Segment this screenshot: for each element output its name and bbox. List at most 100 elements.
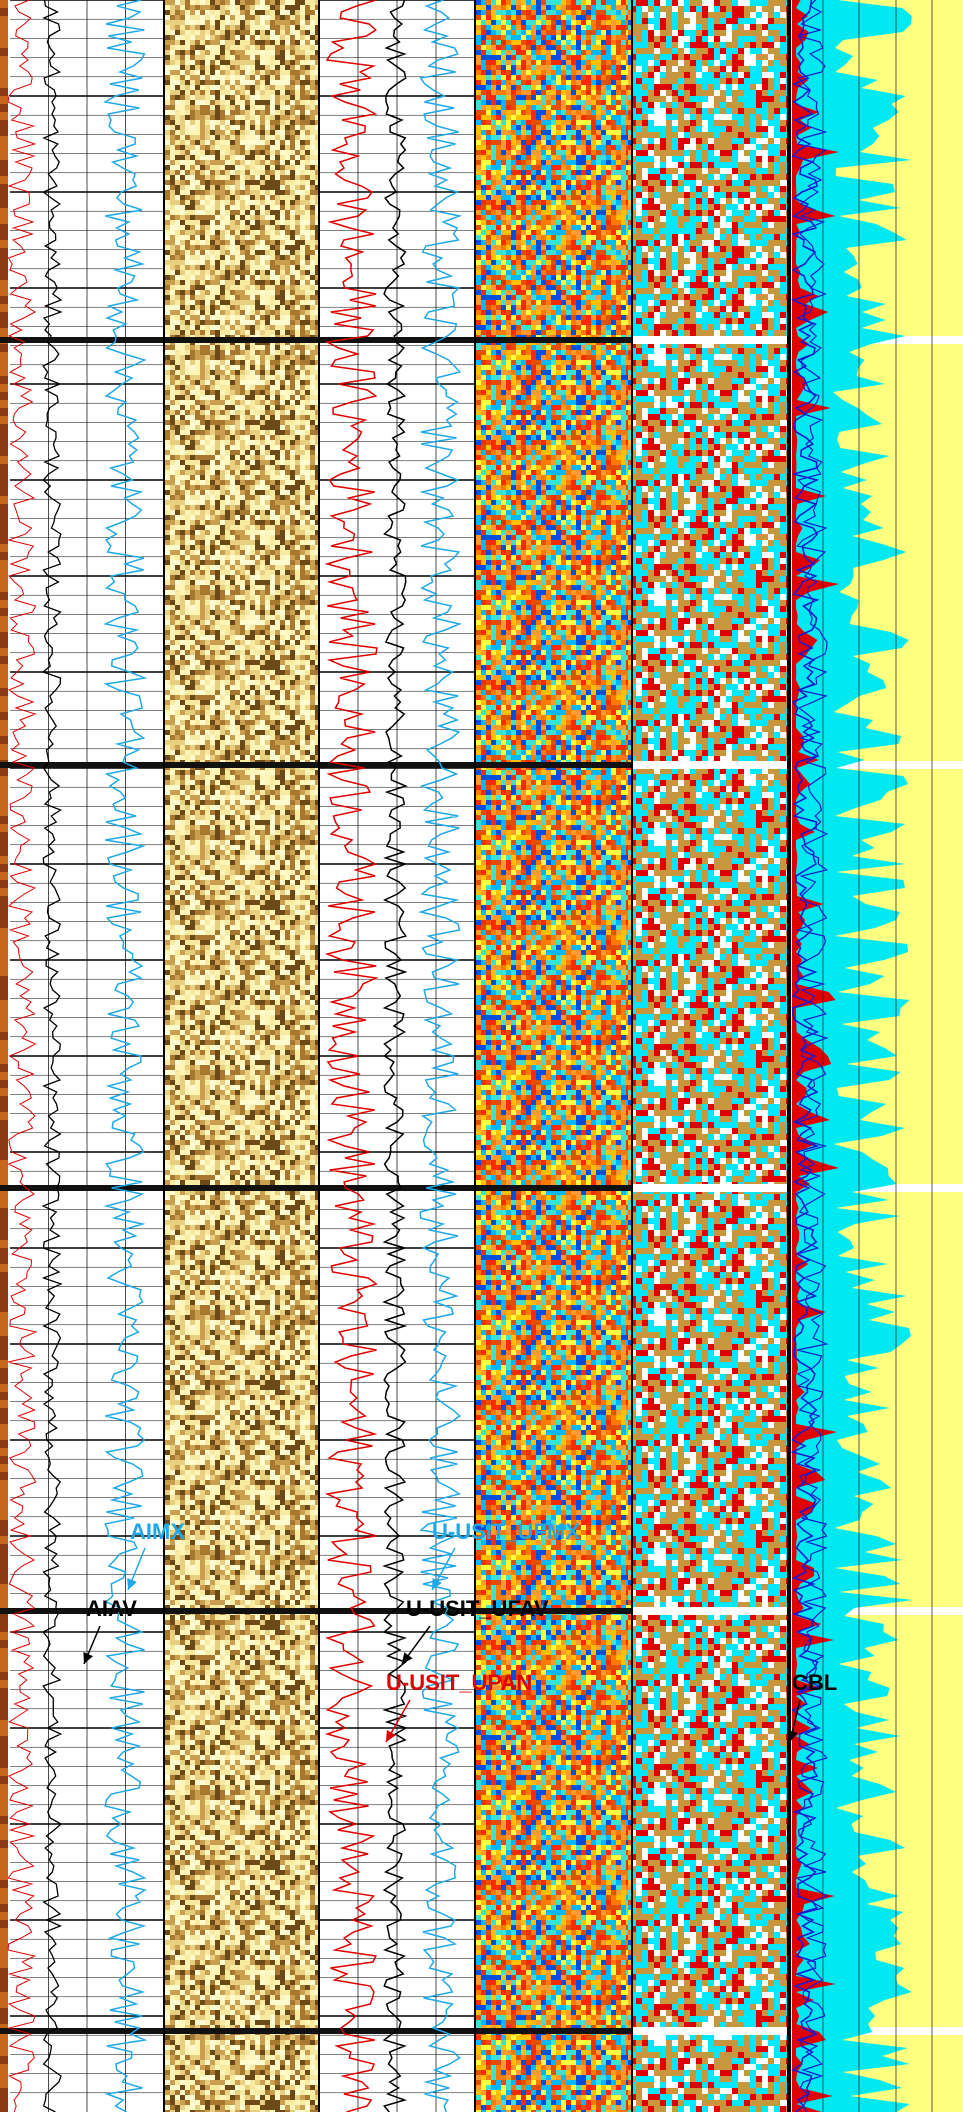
strip-cell: [0, 776, 8, 784]
strip-cell: [0, 2096, 8, 2104]
strip-cell: [0, 1368, 8, 1376]
strip-cell: [0, 1592, 8, 1600]
strip-cell: [0, 1600, 8, 1608]
strip-cell: [0, 2064, 8, 2072]
strip-cell: [0, 1104, 8, 1112]
strip-cell: [0, 160, 8, 168]
strip-cell: [0, 1560, 8, 1568]
curve-label: U-USIT_UFMX: [432, 1519, 580, 1544]
strip-cell: [0, 984, 8, 992]
strip-cell: [0, 1120, 8, 1128]
strip-cell: [0, 1584, 8, 1592]
strip-cell: [0, 1424, 8, 1432]
strip-cell: [0, 1984, 8, 1992]
strip-cell: [0, 112, 8, 120]
strip-cell: [0, 648, 8, 656]
strip-cell: [0, 1920, 8, 1928]
strip-cell: [0, 512, 8, 520]
transit-time-image: [475, 0, 632, 2112]
strip-cell: [0, 664, 8, 672]
strip-cell: [0, 2104, 8, 2112]
strip-cell: [0, 1072, 8, 1080]
strip-cell: [0, 304, 8, 312]
curve-label: U-USIT_UPAN: [386, 1670, 532, 1695]
strip-cell: [0, 704, 8, 712]
strip-cell: [0, 1816, 8, 1824]
strip-cell: [0, 136, 8, 144]
strip-cell: [0, 2056, 8, 2064]
strip-cell: [0, 864, 8, 872]
strip-cell: [0, 1640, 8, 1648]
strip-cell: [0, 192, 8, 200]
strip-cell: [0, 800, 8, 808]
strip-cell: [0, 1384, 8, 1392]
strip-cell: [0, 1968, 8, 1976]
strip-cell: [0, 944, 8, 952]
collar-band: [0, 337, 632, 343]
strip-cell: [0, 1800, 8, 1808]
strip-cell: [0, 1864, 8, 1872]
strip-cell: [0, 712, 8, 720]
strip-cell: [0, 856, 8, 864]
strip-cell: [0, 1056, 8, 1064]
strip-cell: [0, 1496, 8, 1504]
strip-cell: [0, 1528, 8, 1536]
strip-cell: [0, 88, 8, 96]
strip-cell: [0, 1656, 8, 1664]
strip-cell: [0, 176, 8, 184]
strip-cell: [0, 768, 8, 776]
curve-label: U-USIT_UFAV: [406, 1596, 549, 1621]
strip-cell: [0, 80, 8, 88]
strip-cell: [0, 424, 8, 432]
strip-cell: [0, 896, 8, 904]
strip-cell: [0, 1936, 8, 1944]
strip-cell: [0, 2000, 8, 2008]
strip-cell: [0, 1408, 8, 1416]
strip-cell: [0, 1016, 8, 1024]
strip-cell: [0, 1552, 8, 1560]
strip-cell: [0, 680, 8, 688]
strip-cell: [0, 2040, 8, 2048]
strip-cell: [0, 1464, 8, 1472]
strip-cell: [0, 392, 8, 400]
strip-cell: [0, 1944, 8, 1952]
strip-cell: [0, 1720, 8, 1728]
strip-cell: [0, 1360, 8, 1368]
strip-cell: [0, 264, 8, 272]
strip-cell: [0, 1712, 8, 1720]
strip-cell: [0, 992, 8, 1000]
strip-cell: [0, 360, 8, 368]
strip-cell: [0, 2080, 8, 2088]
strip-cell: [0, 280, 8, 288]
strip-cell: [0, 600, 8, 608]
strip-cell: [0, 1488, 8, 1496]
collar-band: [0, 1185, 632, 1191]
strip-cell: [0, 480, 8, 488]
strip-cell: [0, 1392, 8, 1400]
strip-cell: [0, 120, 8, 128]
strip-cell: [0, 640, 8, 648]
strip-cell: [0, 1080, 8, 1088]
strip-cell: [0, 832, 8, 840]
strip-cell: [0, 1240, 8, 1248]
strip-cell: [0, 2008, 8, 2016]
strip-cell: [0, 344, 8, 352]
strip-cell: [0, 1176, 8, 1184]
strip-cell: [0, 1256, 8, 1264]
strip-cell: [0, 1432, 8, 1440]
strip-cell: [0, 1840, 8, 1848]
strip-cell: [0, 320, 8, 328]
strip-cell: [0, 536, 8, 544]
strip-cell: [0, 1856, 8, 1864]
strip-cell: [0, 1312, 8, 1320]
strip-cell: [0, 168, 8, 176]
strip-cell: [0, 144, 8, 152]
strip-cell: [0, 1032, 8, 1040]
strip-cell: [0, 1696, 8, 1704]
strip-cell: [0, 808, 8, 816]
strip-cell: [0, 296, 8, 304]
strip-cell: [0, 1344, 8, 1352]
strip-cell: [0, 1320, 8, 1328]
strip-cell: [0, 672, 8, 680]
strip-cell: [0, 1088, 8, 1096]
